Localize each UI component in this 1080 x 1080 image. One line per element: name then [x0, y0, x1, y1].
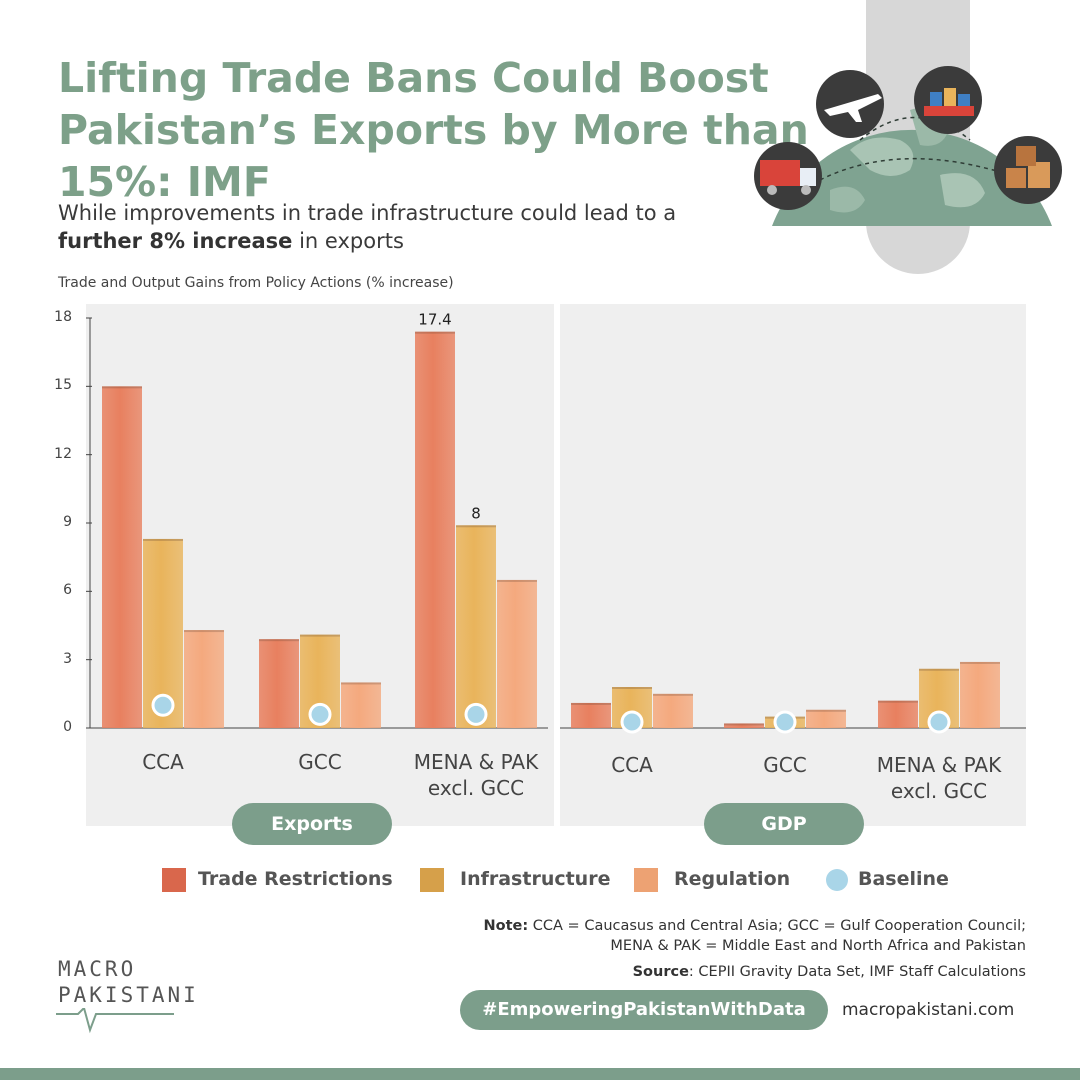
page-title: Lifting Trade Bans Could Boost Pakistan’… — [58, 54, 809, 206]
website-link[interactable]: macropakistani.com — [842, 1000, 1015, 1020]
bar-top-edge-exports-cca-infrastructure — [143, 538, 183, 541]
chart-legend: Trade Restrictions Infrastructure Regula… — [162, 866, 982, 894]
y-tick-label-0: 0 — [63, 719, 72, 735]
bar-top-edge-exports-gcc-regulation — [341, 682, 381, 685]
legend-label-baseline: Baseline — [858, 868, 949, 890]
baseline-marker-exports-gcc — [308, 702, 332, 726]
cargo-ship-icon — [914, 66, 982, 134]
source-text: : CEPII Gravity Data Set, IMF Staff Calc… — [688, 964, 1026, 980]
subtitle-text-bold: further 8% increase — [58, 229, 293, 253]
category-label-gdp-mena-and-pak-excl-gcc: MENA & PAK excl. GCC — [876, 753, 1002, 803]
legend-swatch-trade-restrictions — [162, 868, 186, 892]
bar-top-edge-gdp-gcc-regulation — [806, 709, 846, 712]
bar-gdp-cca-trade-restrictions — [571, 702, 611, 728]
logo-line-2: PAKISTANI — [58, 983, 199, 1007]
bar-top-edge-gdp-cca-infrastructure — [612, 687, 652, 689]
bar-chart: 17.48 — [86, 311, 1026, 734]
hashtag-badge: #EmpoweringPakistanWithData — [460, 990, 828, 1030]
bottom-accent-bar — [0, 1068, 1080, 1080]
bar-exports-cca-trade-restrictions — [102, 386, 142, 728]
legend-label-infrastructure: Infrastructure — [460, 868, 611, 890]
bar-top-edge-exports-mena-and-pak-excl-gcc-infrastructure — [456, 525, 496, 528]
baseline-marker-gdp-gcc — [773, 710, 797, 734]
y-tick-label-12: 12 — [54, 445, 72, 462]
source-line: Source: CEPII Gravity Data Set, IMF Staf… — [633, 962, 1026, 982]
category-label-gdp-cca: CCA — [611, 753, 653, 777]
subtitle-text-pre: While improvements in trade infrastructu… — [58, 201, 677, 225]
baseline-marker-exports-cca — [151, 693, 175, 717]
legend-label-regulation: Regulation — [674, 868, 791, 890]
truck-icon — [754, 142, 822, 210]
bar-exports-gcc-trade-restrictions — [259, 639, 299, 728]
airplane-icon — [816, 70, 884, 138]
bar-gdp-mena-and-pak-excl-gcc-trade-restrictions — [878, 700, 918, 728]
note-line-1: Note: CCA = Caucasus and Central Asia; G… — [484, 916, 1027, 936]
y-axis-label: Trade and Output Gains from Policy Actio… — [58, 275, 454, 291]
bar-exports-gcc-regulation — [341, 682, 381, 728]
panel-label-exports: Exports — [232, 803, 392, 845]
bar-gdp-mena-and-pak-excl-gcc-regulation — [960, 661, 1000, 728]
legend-label-trade-restrictions: Trade Restrictions — [198, 868, 393, 890]
trade-illustration — [754, 0, 1062, 274]
note-text: CCA = Caucasus and Central Asia; GCC = G… — [528, 918, 1026, 934]
bar-top-edge-gdp-mena-and-pak-excl-gcc-trade-restrictions — [878, 700, 918, 703]
y-tick-label-9: 9 — [63, 514, 72, 530]
legend-swatch-infrastructure — [420, 868, 444, 892]
bar-gdp-gcc-regulation — [806, 709, 846, 728]
baseline-marker-gdp-cca — [620, 710, 644, 734]
bar-top-edge-exports-gcc-trade-restrictions — [259, 639, 299, 642]
bar-gdp-cca-regulation — [653, 693, 693, 728]
bar-top-edge-exports-mena-and-pak-excl-gcc-regulation — [497, 579, 537, 582]
data-label-exports-mena-and-pak-excl-gcc-trade-restrictions: 17.4 — [418, 311, 451, 329]
bar-top-edge-exports-mena-and-pak-excl-gcc-trade-restrictions — [415, 331, 455, 334]
subtitle-text-post: in exports — [292, 229, 404, 253]
bar-top-edge-exports-cca-trade-restrictions — [102, 386, 142, 389]
category-label-exports-gcc: GCC — [298, 750, 342, 774]
bar-top-edge-gdp-cca-trade-restrictions — [571, 702, 611, 705]
legend-swatch-regulation — [634, 868, 658, 892]
bar-gdp-gcc-trade-restrictions — [724, 723, 764, 728]
data-label-exports-mena-and-pak-excl-gcc-infrastructure: 8 — [471, 504, 481, 522]
baseline-marker-exports-mena-and-pak-excl-gcc — [464, 702, 488, 726]
logo-line-1: MACRO — [58, 957, 137, 981]
pulse-line-icon — [56, 1008, 174, 1034]
baseline-marker-gdp-mena-and-pak-excl-gcc — [927, 710, 951, 734]
y-tick-label-6: 6 — [63, 582, 72, 599]
y-tick-label-15: 15 — [54, 377, 72, 394]
bar-top-edge-gdp-mena-and-pak-excl-gcc-regulation — [960, 661, 1000, 664]
gdp-panel-background — [560, 304, 1026, 826]
source-label: Source — [632, 964, 689, 980]
y-tick-label-18: 18 — [54, 309, 72, 325]
bar-exports-mena-and-pak-excl-gcc-trade-restrictions — [415, 331, 455, 728]
note-line-2: MENA & PAK = Middle East and North Afric… — [610, 938, 1026, 954]
bar-top-edge-exports-cca-regulation — [184, 630, 224, 633]
category-label-exports-mena-and-pak-excl-gcc: MENA & PAK excl. GCC — [413, 750, 539, 800]
bar-exports-mena-and-pak-excl-gcc-infrastructure — [456, 525, 496, 728]
page-subtitle: While improvements in trade infrastructu… — [58, 199, 698, 255]
boxes-icon — [994, 136, 1062, 204]
brand-logo: MACRO PAKISTANI — [56, 956, 199, 1034]
category-label-gdp-gcc: GCC — [763, 753, 807, 777]
bar-top-edge-exports-gcc-infrastructure — [300, 634, 340, 637]
bar-exports-cca-regulation — [184, 630, 224, 728]
bar-top-edge-gdp-gcc-trade-restrictions — [724, 723, 764, 726]
bar-exports-mena-and-pak-excl-gcc-regulation — [497, 579, 537, 728]
legend-dot-baseline — [826, 869, 848, 891]
y-tick-label-3: 3 — [63, 650, 72, 667]
bar-top-edge-gdp-mena-and-pak-excl-gcc-infrastructure — [919, 668, 959, 671]
category-label-exports-cca: CCA — [142, 750, 184, 774]
bar-top-edge-gdp-cca-regulation — [653, 693, 693, 696]
panel-label-gdp: GDP — [704, 803, 864, 845]
note-label: Note: — [483, 918, 529, 934]
